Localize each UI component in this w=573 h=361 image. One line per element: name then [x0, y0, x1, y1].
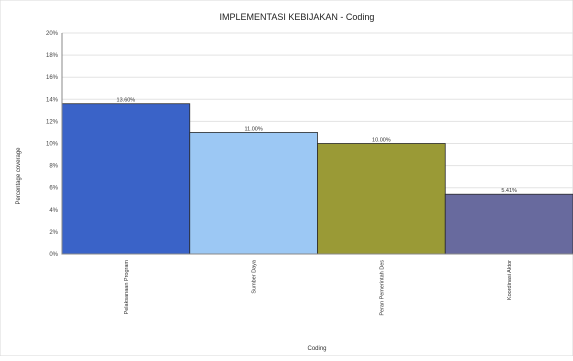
- bar: [317, 143, 446, 255]
- y-tick-label: 14%: [46, 97, 59, 103]
- y-axis-label: Percentage coverage: [16, 147, 22, 205]
- x-tick-label: Koordinasi Aktor: [507, 260, 513, 300]
- chart-title: IMPLEMENTASI KEBIJAKAN - Coding: [220, 12, 375, 22]
- bar: [444, 193, 573, 255]
- y-tick-label: 8%: [49, 164, 58, 170]
- y-tick-label: 0%: [49, 252, 58, 258]
- y-tick-label: 10%: [46, 142, 59, 148]
- x-tick-label: Peran Pemerintah Des: [379, 260, 385, 316]
- x-axis-label: Coding: [307, 346, 326, 352]
- x-tick-label: Pelaksanaan Program: [124, 260, 130, 315]
- bars: [61, 103, 573, 255]
- y-tick-label: 6%: [49, 186, 58, 192]
- y-tick-label: 18%: [46, 53, 59, 59]
- y-tick-label: 20%: [46, 31, 59, 37]
- x-axis-ticks: Pelaksanaan Program Sumber Daya Peran Peme…: [124, 259, 513, 316]
- bar: [189, 132, 318, 255]
- data-label: 11.00%: [245, 126, 263, 132]
- y-axis-ticks: 0% 2% 4% 6% 8% 10% 12% 14% 16% 18% 20%: [46, 31, 59, 258]
- y-tick-label: 16%: [46, 75, 59, 81]
- data-label: 5.41%: [501, 188, 517, 194]
- data-label: 13.60%: [117, 98, 136, 104]
- y-tick-label: 2%: [49, 230, 58, 236]
- data-labels: 13.60% 11.00% 10.00% 5.41%: [117, 98, 517, 194]
- bar: [61, 103, 191, 255]
- y-tick-label: 4%: [49, 208, 58, 214]
- y-tick-label: 12%: [46, 119, 59, 125]
- data-label: 10.00%: [372, 138, 391, 144]
- x-tick-label: Sumber Daya: [252, 259, 258, 294]
